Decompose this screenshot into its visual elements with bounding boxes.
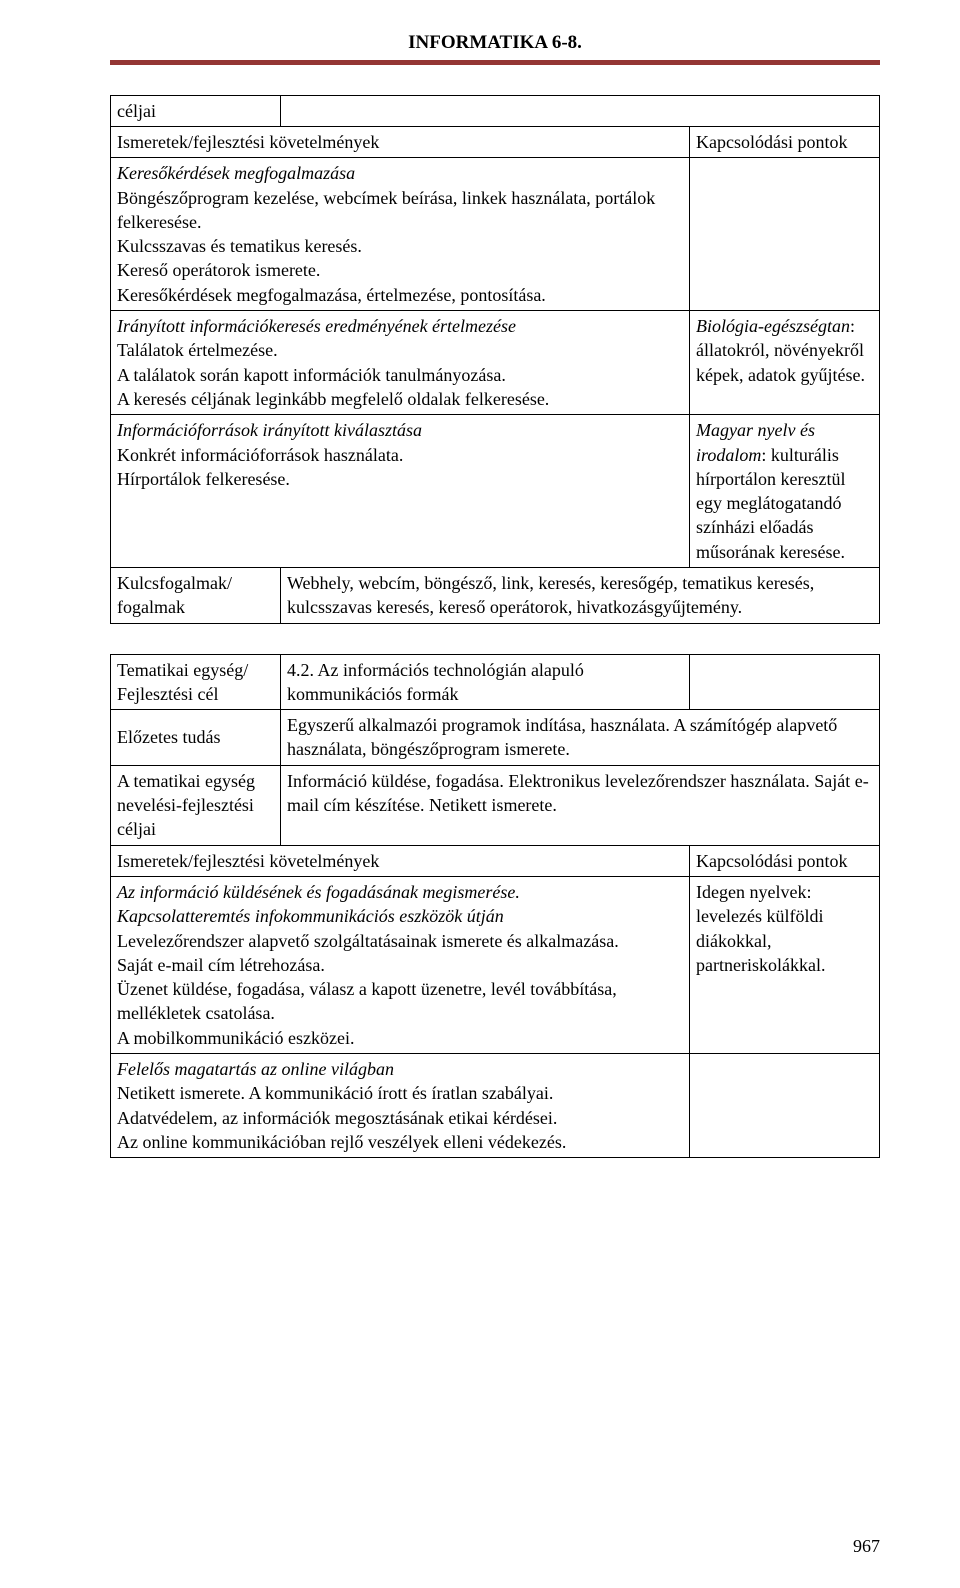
table-row: Kulcsfogalmak/ fogalmak Webhely, webcím,… — [111, 567, 880, 623]
cell-header-right: Kapcsolódási pontok — [690, 126, 880, 157]
b2-title: Felelős magatartás az online világban — [117, 1057, 683, 1081]
cell-r1-right — [690, 654, 880, 710]
kulcs-label-l1: Kulcsfogalmak/ — [117, 573, 232, 593]
cell-block1-right — [690, 158, 880, 311]
b2-line: Adatvédelem, az információk megosztásána… — [117, 1106, 683, 1130]
table-row: Ismeretek/fejlesztési követelmények Kapc… — [111, 845, 880, 876]
block2-right-italic: Biológia-egészségtan — [696, 316, 850, 336]
page-number: 967 — [853, 1534, 880, 1558]
cell-r1-mid: 4.2. Az információs technológián alapuló… — [281, 654, 690, 710]
table-row: Az információ küldésének és fogadásának … — [111, 876, 880, 1053]
b1-title: Az információ küldésének és fogadásának … — [117, 880, 683, 904]
curriculum-table-1: céljai Ismeretek/fejlesztési követelmény… — [110, 95, 880, 624]
cell-b2-left: Felelős magatartás az online világban Ne… — [111, 1054, 690, 1158]
header-divider — [110, 60, 880, 65]
block1-line: Kereső operátorok ismerete. — [117, 258, 683, 282]
block2-line: A keresés céljának leginkább megfelelő o… — [117, 387, 683, 411]
b2-line: Netikett ismerete. A kommunikáció írott … — [117, 1081, 683, 1105]
table-row: Ismeretek/fejlesztési követelmények Kapc… — [111, 126, 880, 157]
table-row: A tematikai egység nevelési-fejlesztési … — [111, 765, 880, 845]
b2-line: Az online kommunikációban rejlő veszélye… — [117, 1130, 683, 1154]
b1-sub: Kapcsolatteremtés infokommunikációs eszk… — [117, 904, 683, 928]
block1-line: Böngészőprogram kezelése, webcímek beírá… — [117, 186, 683, 235]
r1-mid-l1: 4.2. Az információs technológián alapuló — [287, 660, 584, 680]
b1-line: Saját e-mail cím létrehozása. — [117, 953, 683, 977]
cell-r2-text: Egyszerű alkalmazói programok indítása, … — [281, 710, 880, 766]
cell-empty — [281, 95, 880, 126]
cell-b2-right — [690, 1054, 880, 1158]
table-row: Irányított információkeresés eredményéne… — [111, 311, 880, 415]
table-row: céljai — [111, 95, 880, 126]
cell-b1-right: Idegen nyelvek: levelezés külföldi diáko… — [690, 876, 880, 1053]
r1-mid-l2: kommunikációs formák — [287, 684, 458, 704]
cell-kulcs-text: Webhely, webcím, böngésző, link, keresés… — [281, 567, 880, 623]
table-row: Információforrások irányított kiválasztá… — [111, 415, 880, 568]
b1-line: Levelezőrendszer alapvető szolgáltatásai… — [117, 929, 683, 953]
block2-line: Találatok értelmezése. — [117, 338, 683, 362]
cell-block2-right: Biológia-egészségtan: állatokról, növény… — [690, 311, 880, 415]
cell-kulcs-label: Kulcsfogalmak/ fogalmak — [111, 567, 281, 623]
table-row: Keresőkérdések megfogalmazása Böngészőpr… — [111, 158, 880, 311]
curriculum-table-2: Tematikai egység/ Fejlesztési cél 4.2. A… — [110, 654, 880, 1159]
kulcs-label-l2: fogalmak — [117, 597, 185, 617]
cell-r3-left: A tematikai egység nevelési-fejlesztési … — [111, 765, 281, 845]
cell-header-right2: Kapcsolódási pontok — [690, 845, 880, 876]
cell-r2-left: Előzetes tudás — [111, 710, 281, 766]
b1-line: A mobilkommunikáció eszközei. — [117, 1026, 683, 1050]
cell-r3-text: Információ küldése, fogadása. Elektronik… — [281, 765, 880, 845]
cell-block2-left: Irányított információkeresés eredményéne… — [111, 311, 690, 415]
cell-header-left: Ismeretek/fejlesztési követelmények — [111, 126, 690, 157]
page: INFORMATIKA 6-8. céljai Ismeretek/fejles… — [0, 0, 960, 1588]
cell-celjai: céljai — [111, 95, 281, 126]
cell-block3-right: Magyar nyelv és irodalom: kulturális hír… — [690, 415, 880, 568]
block3-line: Konkrét információforrások használata. — [117, 443, 683, 467]
block3-line: Hírportálok felkeresése. — [117, 467, 683, 491]
block2-line: A találatok során kapott információk tan… — [117, 363, 683, 387]
cell-block1-left: Keresőkérdések megfogalmazása Böngészőpr… — [111, 158, 690, 311]
b1-line: Üzenet küldése, fogadása, válasz a kapot… — [117, 977, 683, 1026]
header-title: INFORMATIKA 6-8. — [408, 32, 582, 53]
r1-left-l2: Fejlesztési cél — [117, 684, 218, 704]
page-header: INFORMATIKA 6-8. — [110, 30, 880, 56]
block3-title: Információforrások irányított kiválasztá… — [117, 418, 683, 442]
block1-line: Kulcsszavas és tematikus keresés. — [117, 234, 683, 258]
cell-block3-left: Információforrások irányított kiválasztá… — [111, 415, 690, 568]
cell-r1-left: Tematikai egység/ Fejlesztési cél — [111, 654, 281, 710]
cell-b1-left: Az információ küldésének és fogadásának … — [111, 876, 690, 1053]
table-row: Előzetes tudás Egyszerű alkalmazói progr… — [111, 710, 880, 766]
cell-header-left2: Ismeretek/fejlesztési követelmények — [111, 845, 690, 876]
table-row: Tematikai egység/ Fejlesztési cél 4.2. A… — [111, 654, 880, 710]
block2-title: Irányított információkeresés eredményéne… — [117, 314, 683, 338]
block1-title: Keresőkérdések megfogalmazása — [117, 161, 683, 185]
block1-line: Keresőkérdések megfogalmazása, értelmezé… — [117, 283, 683, 307]
r1-left-l1: Tematikai egység/ — [117, 660, 248, 680]
table-row: Felelős magatartás az online világban Ne… — [111, 1054, 880, 1158]
